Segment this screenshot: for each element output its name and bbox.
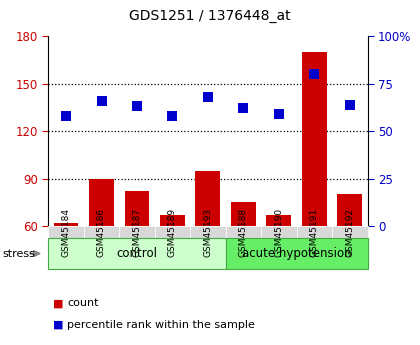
Text: percentile rank within the sample: percentile rank within the sample <box>67 320 255 330</box>
Point <box>134 104 140 109</box>
Text: stress: stress <box>2 249 35 258</box>
Point <box>240 106 247 111</box>
Point <box>98 98 105 104</box>
Bar <box>302 52 327 226</box>
Text: control: control <box>116 247 158 260</box>
Text: GSM45188: GSM45188 <box>239 207 248 257</box>
Point <box>276 111 282 117</box>
Bar <box>266 215 291 226</box>
Text: GDS1251 / 1376448_at: GDS1251 / 1376448_at <box>129 9 291 23</box>
Bar <box>195 171 220 226</box>
Bar <box>89 179 114 226</box>
Point <box>169 113 176 119</box>
Point <box>346 102 353 107</box>
Text: GSM45190: GSM45190 <box>274 207 284 257</box>
Text: GSM45192: GSM45192 <box>345 207 354 257</box>
Text: GSM45186: GSM45186 <box>97 207 106 257</box>
Point <box>63 113 69 119</box>
Text: ■: ■ <box>52 320 63 330</box>
Point <box>205 94 211 100</box>
Bar <box>231 202 256 226</box>
Text: GSM45187: GSM45187 <box>132 207 142 257</box>
Point <box>311 71 318 77</box>
Text: GSM45193: GSM45193 <box>203 207 213 257</box>
Bar <box>160 215 185 226</box>
Text: count: count <box>67 298 99 308</box>
Bar <box>54 223 79 226</box>
Text: acute hypotension: acute hypotension <box>242 247 352 260</box>
Text: ■: ■ <box>52 298 63 308</box>
Text: GSM45184: GSM45184 <box>62 207 71 257</box>
Bar <box>337 194 362 226</box>
Bar <box>125 191 150 226</box>
Text: GSM45189: GSM45189 <box>168 207 177 257</box>
Text: GSM45191: GSM45191 <box>310 207 319 257</box>
